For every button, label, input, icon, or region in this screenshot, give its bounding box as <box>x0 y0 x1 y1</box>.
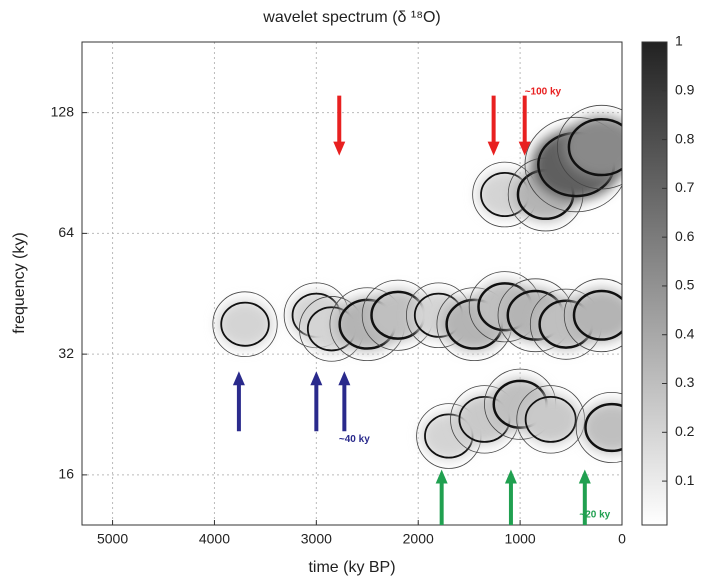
x-tick-label: 3000 <box>301 531 332 547</box>
contour <box>220 301 270 347</box>
arrow-label: ~100 ky <box>525 86 562 97</box>
arrow-head <box>518 141 531 156</box>
contour-outer <box>212 291 278 357</box>
power-blob <box>521 394 581 445</box>
plot-frame <box>81 41 623 526</box>
power-blob <box>366 289 429 342</box>
arrow-label: ~40 ky <box>339 434 370 445</box>
contour-outer <box>524 116 622 213</box>
contour-outer <box>563 278 622 353</box>
power-blob <box>580 401 622 454</box>
x-tick-label: 2000 <box>403 531 434 547</box>
plot-area <box>82 42 622 525</box>
arrow-head <box>504 469 517 484</box>
power-blob <box>569 288 622 343</box>
contour <box>524 396 577 443</box>
colorbar <box>641 41 668 526</box>
power-blob <box>563 116 622 179</box>
y-tick-label: 32 <box>58 345 74 361</box>
x-tick-label: 0 <box>618 531 626 547</box>
colorbar-tick-label: 0.6 <box>675 228 695 244</box>
contour <box>572 289 622 341</box>
colorbar-tick-label: 0.8 <box>675 130 695 146</box>
x-axis-label: time (ky BP) <box>308 559 395 576</box>
arrow-head <box>232 371 245 386</box>
colorbar-tick-label: 0.5 <box>675 277 695 293</box>
contour <box>584 402 622 453</box>
y-axis-label: frequency (ky) <box>11 232 28 333</box>
colorbar-tick-label: 0.4 <box>675 325 695 341</box>
x-tick-label: 1000 <box>505 531 536 547</box>
colorbar-tick-label: 0.1 <box>675 472 695 488</box>
colorbar-tick-label: 1 <box>675 33 683 49</box>
chart-title: wavelet spectrum (δ ¹⁸O) <box>262 9 440 26</box>
arrow-head <box>578 469 591 484</box>
contour-outer <box>556 104 622 190</box>
contour <box>567 117 622 177</box>
y-tick-label: 128 <box>51 103 75 119</box>
power-blob <box>217 300 274 349</box>
arrow-head <box>338 371 351 386</box>
x-tick-label: 5000 <box>97 531 128 547</box>
x-tick-label: 4000 <box>199 531 230 547</box>
plot-content <box>82 42 622 525</box>
contour-outer <box>575 392 622 464</box>
arrow-head <box>333 141 346 156</box>
colorbar-tick-label: 0.3 <box>675 374 695 390</box>
colorbar-tick-label: 0.7 <box>675 179 695 195</box>
arrow-head <box>487 141 500 156</box>
colorbar-tick-label: 0.2 <box>675 423 695 439</box>
y-tick-label: 64 <box>58 224 74 240</box>
arrow-head <box>310 371 323 386</box>
arrow-head <box>435 469 448 484</box>
y-tick-label: 16 <box>58 466 74 482</box>
arrow-label: ~20 ky <box>579 510 610 521</box>
colorbar-tick-label: 0.9 <box>675 81 695 97</box>
